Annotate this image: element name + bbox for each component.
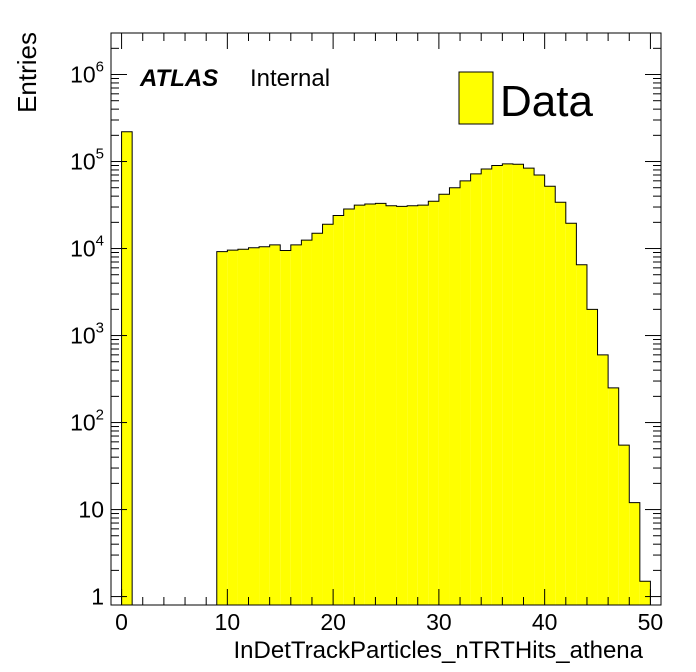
x-tick-label: 50 (638, 609, 664, 635)
y-tick-label: 10 (78, 497, 104, 523)
histogram-bar (290, 244, 302, 605)
y-tick-label-base: 10 (70, 236, 96, 262)
y-tick-label-base: 10 (70, 149, 96, 175)
y-tick-label: 103 (70, 320, 104, 349)
atlas-annotation: ATLAS Internal (139, 65, 330, 92)
histogram-bar (301, 240, 312, 605)
x-tick-label: 40 (532, 609, 558, 635)
y-tick-label-exponent: 2 (96, 407, 104, 424)
atlas-label: ATLAS (139, 65, 218, 92)
histogram-bar (544, 186, 556, 605)
x-tick-label: 20 (320, 609, 346, 635)
y-tick-label-exponent: 6 (96, 59, 104, 76)
legend-swatch (458, 71, 494, 125)
histogram-bar (512, 164, 524, 605)
plot-frame (110, 32, 662, 606)
histogram-bar (364, 203, 376, 606)
y-tick-label-base: 10 (70, 410, 96, 436)
histogram-bar (555, 202, 566, 605)
histogram-bar (438, 194, 450, 605)
x-tick-label: 30 (426, 609, 452, 635)
histogram-bar (491, 165, 503, 605)
histogram-bars (121, 131, 651, 606)
histogram-bar (597, 354, 609, 605)
y-tick-label: 1 (91, 584, 104, 610)
histogram-bar (586, 309, 598, 605)
histogram-bar (534, 175, 545, 605)
histogram-bar (417, 205, 429, 605)
y-tick-label-exponent: 4 (96, 233, 104, 250)
histogram-bar (259, 246, 270, 605)
histogram-bar (576, 264, 587, 605)
histogram-bar (639, 581, 651, 605)
y-axis-label: Entries (12, 32, 42, 113)
histogram-bar (608, 387, 619, 605)
histogram-bar (449, 187, 461, 605)
histogram-bar (269, 244, 281, 605)
histogram-bar (375, 203, 386, 605)
y-tick-label: 102 (70, 407, 104, 436)
histogram-bar (280, 250, 291, 605)
histogram-bar (333, 215, 344, 605)
histogram-bar (481, 169, 492, 605)
x-axis-ticks (121, 33, 651, 605)
x-tick-label: 0 (115, 609, 128, 635)
y-tick-label-base: 10 (70, 323, 96, 349)
x-axis-label: InDetTrackParticles_nTRTHits_athena (234, 637, 644, 664)
y-tick-label: 104 (70, 233, 104, 262)
y-tick-label-base: 1 (91, 584, 104, 610)
y-axis-ticks (111, 32, 661, 598)
histogram-bar (396, 206, 408, 605)
histogram-bar (428, 201, 439, 605)
histogram-bar (565, 223, 577, 605)
histogram-bar (237, 249, 249, 606)
y-tick-label-exponent: 3 (96, 320, 104, 337)
y-tick-label-base: 10 (78, 497, 104, 523)
histogram-bar (460, 180, 471, 605)
x-tick-label: 10 (215, 609, 241, 635)
histogram-bar (227, 250, 238, 605)
histogram-bar (523, 168, 535, 605)
histogram-bar (322, 224, 334, 605)
internal-label: Internal (250, 65, 330, 92)
histogram-bar (407, 205, 418, 605)
y-tick-label-base: 10 (70, 62, 96, 88)
legend: Data (458, 71, 593, 126)
histogram-bar (354, 205, 365, 605)
histogram-bar (386, 205, 397, 605)
legend-label-data: Data (500, 77, 593, 126)
x-axis-tick-labels: 0 10 20 30 40 50 (115, 609, 663, 635)
histogram-bar (470, 173, 482, 606)
histogram-outline (111, 131, 661, 606)
histogram-bar (311, 233, 323, 605)
histogram-bar (502, 163, 513, 605)
y-tick-label-exponent: 5 (96, 146, 104, 163)
histogram-bar (216, 251, 228, 605)
y-tick-label: 106 (70, 59, 104, 88)
histogram-bar (343, 208, 355, 605)
histogram-bar (629, 502, 640, 605)
histogram-bar (121, 131, 133, 605)
histogram-bar (248, 247, 260, 605)
y-tick-label: 105 (70, 146, 104, 175)
histogram-bar (618, 445, 630, 605)
